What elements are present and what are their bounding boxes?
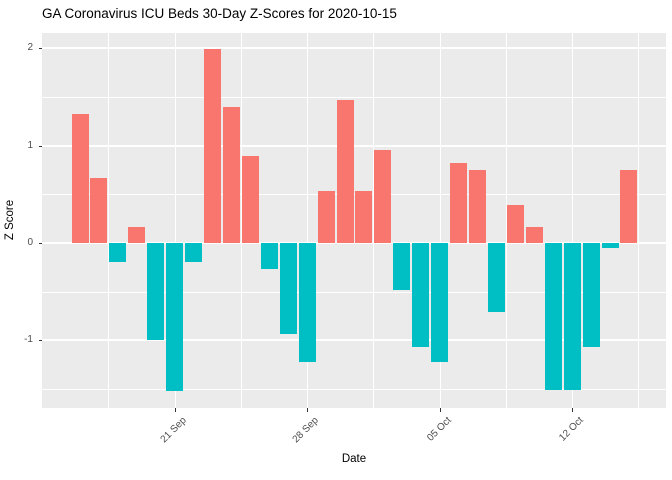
chart-title: GA Coronavirus ICU Beds 30-Day Z-Scores … <box>42 6 397 21</box>
zscore-bar <box>582 243 600 348</box>
zscore-bar <box>241 156 259 244</box>
zscore-bar <box>601 243 619 248</box>
x-axis-title: Date <box>341 453 367 465</box>
zscore-bar <box>185 243 203 263</box>
x-tick-mark <box>572 408 574 412</box>
y-tick-label: 2 <box>27 42 33 54</box>
zscore-bar <box>166 243 184 391</box>
zscore-bar <box>412 243 430 348</box>
gridline-y-major <box>42 144 666 147</box>
gridline-y-minor <box>42 291 666 293</box>
gridline-y-major <box>42 47 666 50</box>
zscore-bar <box>525 227 543 244</box>
gridline-x-minor <box>240 33 242 408</box>
gridline-x-major <box>174 33 176 408</box>
zscore-bar <box>204 49 221 244</box>
zscore-bar <box>487 243 505 313</box>
zscore-bar <box>147 243 165 341</box>
zscore-bar <box>90 177 108 244</box>
zscore-bar <box>506 205 524 244</box>
zscore-bar <box>355 191 373 244</box>
plot-panel <box>42 33 666 408</box>
zscore-bar <box>563 243 581 390</box>
zscore-bar <box>393 243 411 290</box>
zscore-bar <box>71 113 89 244</box>
zscore-bar <box>374 149 392 244</box>
zscore-bar <box>450 163 468 244</box>
zscore-bar <box>544 243 562 390</box>
gridline-x-major <box>572 33 574 408</box>
gridline-x-major <box>307 33 309 408</box>
y-tick-label: 0 <box>27 237 33 249</box>
zscore-bar <box>469 170 487 244</box>
gridline-y-minor <box>42 389 666 391</box>
zscore-bar <box>109 243 127 263</box>
gridline-y-major <box>42 339 666 342</box>
gridline-x-minor <box>505 33 507 408</box>
x-tick-mark <box>439 408 441 412</box>
y-tick-mark <box>39 243 42 245</box>
zscore-bar <box>298 243 316 362</box>
zscore-bar <box>260 243 278 270</box>
zscore-bar <box>620 170 638 244</box>
zscore-bar <box>317 191 335 244</box>
y-tick-mark <box>39 340 42 342</box>
gridline-x-minor <box>373 33 375 408</box>
zscore-bar <box>279 243 297 334</box>
y-tick-label: -1 <box>24 334 33 346</box>
y-tick-label: 1 <box>27 139 33 151</box>
zscore-bar <box>128 227 146 244</box>
zscore-bar <box>222 106 240 244</box>
zscore-bar <box>431 243 449 362</box>
gridline-x-minor <box>638 33 640 408</box>
gridline-x-major <box>439 33 441 408</box>
gridline-y-minor <box>42 194 666 196</box>
x-tick-mark <box>174 408 176 412</box>
x-tick-mark <box>307 408 309 412</box>
gridline-x-minor <box>108 33 110 408</box>
y-axis-title: Z Score <box>4 199 16 241</box>
y-tick-mark <box>39 48 42 50</box>
y-tick-mark <box>39 145 42 147</box>
gridline-y-minor <box>42 97 666 99</box>
gridline-y-major <box>42 242 666 245</box>
zscore-bar <box>336 99 354 244</box>
